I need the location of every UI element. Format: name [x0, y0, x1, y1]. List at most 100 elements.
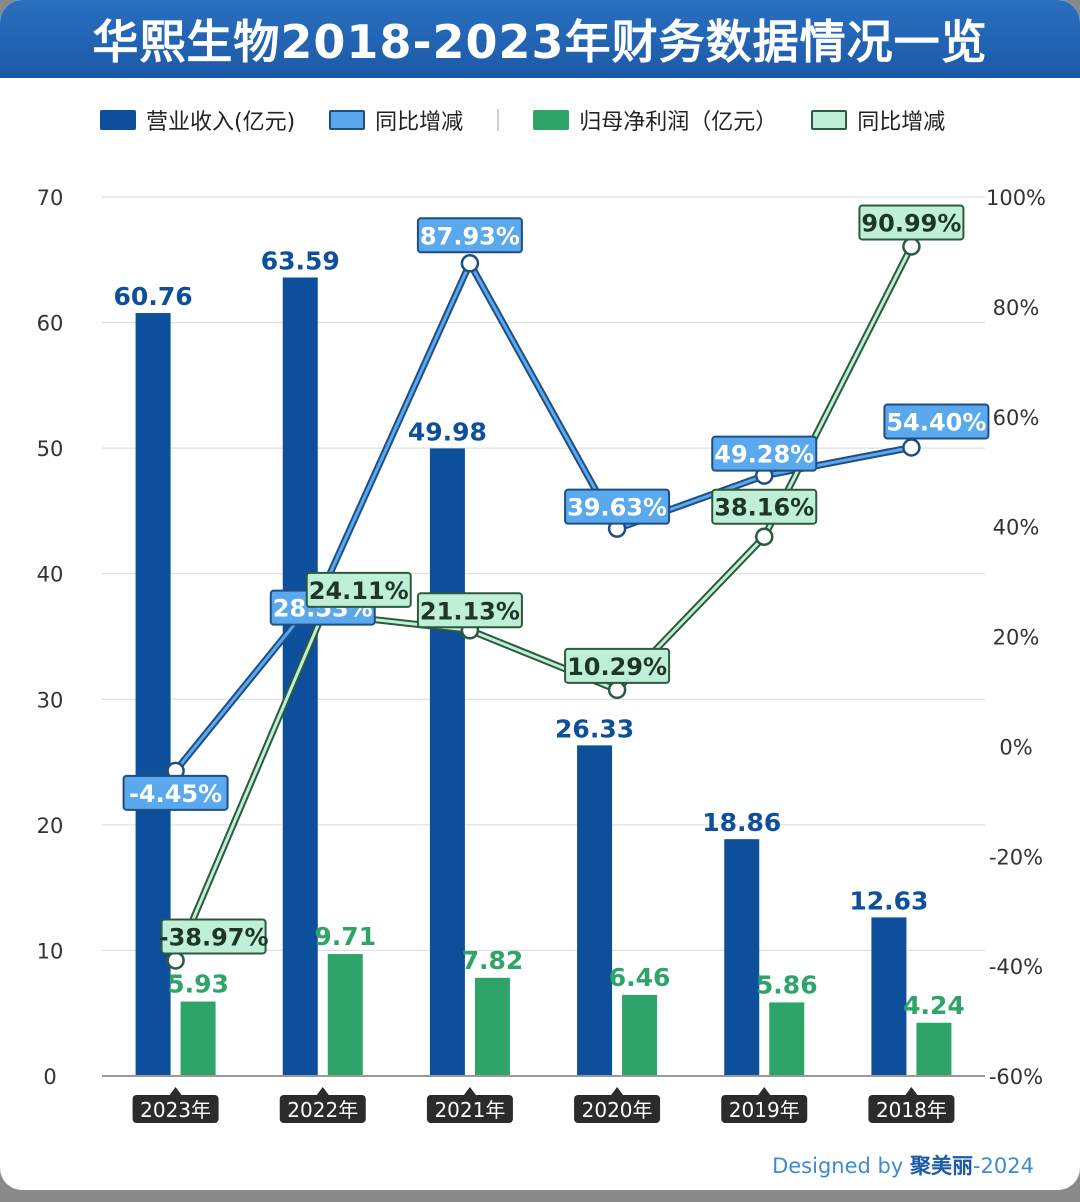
- profit-value-label: 9.71: [314, 922, 376, 951]
- revenue-bar: [282, 277, 318, 1076]
- x-axis-tick-label: 2018年: [876, 1098, 947, 1122]
- revenue-value-label: 63.59: [261, 246, 340, 275]
- revenue-yoy-label-box: [564, 488, 671, 525]
- x-axis-tick-label: 2020年: [582, 1098, 653, 1122]
- revenue-bar: [577, 745, 613, 1076]
- right-axis-tick-label: 0%: [999, 735, 1032, 759]
- profit-yoy-point: [166, 951, 185, 970]
- left-axis-tick-label: 60: [37, 312, 64, 336]
- right-axis-tick-label: 60%: [993, 406, 1040, 430]
- profit-yoy-label-box: [564, 647, 671, 684]
- profit-bar: [180, 1001, 216, 1076]
- profit-value-label: 6.46: [609, 963, 671, 992]
- profit-yoy-label-box: [160, 918, 267, 955]
- revenue-yoy-value-label: 49.28%: [714, 441, 814, 469]
- right-axis-tick-label: -40%: [989, 955, 1043, 979]
- profit-yoy-label-box: [858, 204, 965, 241]
- profit-bar: [916, 1022, 952, 1076]
- footer-designed-by: Designed by: [772, 1154, 904, 1178]
- left-axis-tick-label: 30: [37, 688, 64, 712]
- footer-year: -2024: [972, 1154, 1034, 1178]
- x-axis-tick-label: 2019年: [729, 1098, 800, 1122]
- x-axis-tick-label: 2022年: [287, 1098, 358, 1122]
- revenue-yoy-value-label: 39.63%: [567, 494, 667, 522]
- right-axis-tick-label: 100%: [986, 186, 1046, 210]
- profit-bar: [327, 954, 363, 1076]
- revenue-yoy-value-label: -4.45%: [129, 780, 222, 808]
- profit-yoy-value-label: 90.99%: [861, 209, 961, 237]
- profit-bar: [769, 1002, 805, 1076]
- footer-credit: Designed by 聚美丽-2024: [772, 1150, 1034, 1180]
- profit-value-label: 4.24: [903, 991, 965, 1020]
- category-tag-pointer: [905, 1087, 918, 1095]
- profit-swatch: [533, 110, 570, 130]
- chart-title: 华熙生物2018-2023年财务数据情况一览: [92, 15, 988, 69]
- category-tag: [721, 1095, 808, 1123]
- x-axis-tick-label: 2021年: [434, 1098, 505, 1122]
- profit-yoy-swatch: [811, 110, 848, 130]
- revenue-yoy-point: [902, 438, 921, 457]
- revenue-yoy-value-label: 87.93%: [420, 222, 520, 250]
- footer-brand: 聚美丽: [909, 1154, 973, 1178]
- revenue-yoy-swatch: [329, 110, 366, 130]
- right-axis-tick-label: -20%: [989, 845, 1043, 869]
- left-axis-tick-label: 20: [37, 814, 64, 838]
- legend-item-revenue: 营业收入(亿元): [100, 104, 295, 136]
- revenue-bar: [135, 313, 171, 1076]
- profit-yoy-point: [902, 237, 921, 256]
- left-axis-tick-label: 10: [37, 939, 64, 963]
- profit-yoy-value-label: 38.16%: [714, 494, 814, 522]
- revenue-yoy-point: [460, 254, 480, 273]
- category-tag: [132, 1095, 219, 1123]
- revenue-bar: [871, 917, 907, 1076]
- profit-yoy-label-box: [711, 488, 818, 525]
- profit-value-label: 7.82: [462, 946, 524, 975]
- profit-yoy-value-label: 24.11%: [309, 577, 409, 605]
- revenue-yoy-label-box: [711, 435, 818, 472]
- title-bar: 华熙生物2018-2023年财务数据情况一览: [0, 0, 1080, 78]
- left-axis-tick-label: 40: [37, 563, 64, 587]
- legend-label-profit: 归母净利润（亿元）: [579, 110, 778, 135]
- revenue-value-label: 18.86: [702, 808, 781, 837]
- revenue-value-label: 12.63: [849, 886, 928, 915]
- revenue-value-label: 49.98: [408, 417, 487, 446]
- revenue-yoy-label-box: [122, 774, 229, 811]
- profit-yoy-point: [607, 680, 627, 700]
- left-axis-tick-label: 50: [37, 437, 64, 461]
- profit-value-label: 5.86: [756, 970, 818, 999]
- legend-label-revenue: 营业收入(亿元): [146, 110, 296, 135]
- legend-item-revenue-yoy: 同比增减: [329, 104, 463, 136]
- category-tag-pointer: [611, 1087, 624, 1095]
- right-axis-tick-label: -60%: [989, 1065, 1043, 1089]
- profit-yoy-value-label: -38.97%: [159, 923, 269, 951]
- profit-yoy-point: [755, 527, 774, 546]
- legend-label-profit-yoy: 同比增减: [857, 110, 946, 135]
- category-tag-pointer: [169, 1087, 182, 1095]
- revenue-yoy-label-box: [883, 403, 990, 440]
- x-axis-tick-label: 2023年: [140, 1098, 211, 1122]
- legend-label-revenue-yoy: 同比增减: [375, 110, 464, 135]
- category-tag-pointer: [316, 1087, 329, 1095]
- revenue-yoy-value-label: 54.40%: [886, 409, 986, 437]
- revenue-swatch: [100, 110, 136, 130]
- legend-item-profit-yoy: 同比增减: [811, 104, 945, 136]
- right-axis-tick-label: 80%: [993, 296, 1040, 320]
- profit-bar: [474, 977, 510, 1076]
- revenue-bar: [429, 448, 465, 1076]
- left-axis-tick-label: 70: [37, 186, 64, 210]
- profit-yoy-value-label: 10.29%: [567, 653, 667, 681]
- legend: 营业收入(亿元) 同比增减 归母净利润（亿元） 同比增减: [100, 100, 979, 140]
- profit-yoy-label-box: [416, 592, 523, 629]
- profit-yoy-line: [174, 245, 913, 962]
- category-tag: [426, 1095, 513, 1123]
- category-tag-pointer: [463, 1087, 476, 1095]
- profit-bar: [622, 994, 658, 1076]
- left-axis-tick-label: 0: [43, 1065, 56, 1089]
- profit-yoy-label-box: [305, 571, 412, 608]
- revenue-yoy-label-box: [416, 217, 523, 254]
- right-axis-tick-label: 20%: [993, 626, 1040, 650]
- category-tag: [574, 1095, 661, 1123]
- right-axis-tick-label: 40%: [993, 516, 1040, 540]
